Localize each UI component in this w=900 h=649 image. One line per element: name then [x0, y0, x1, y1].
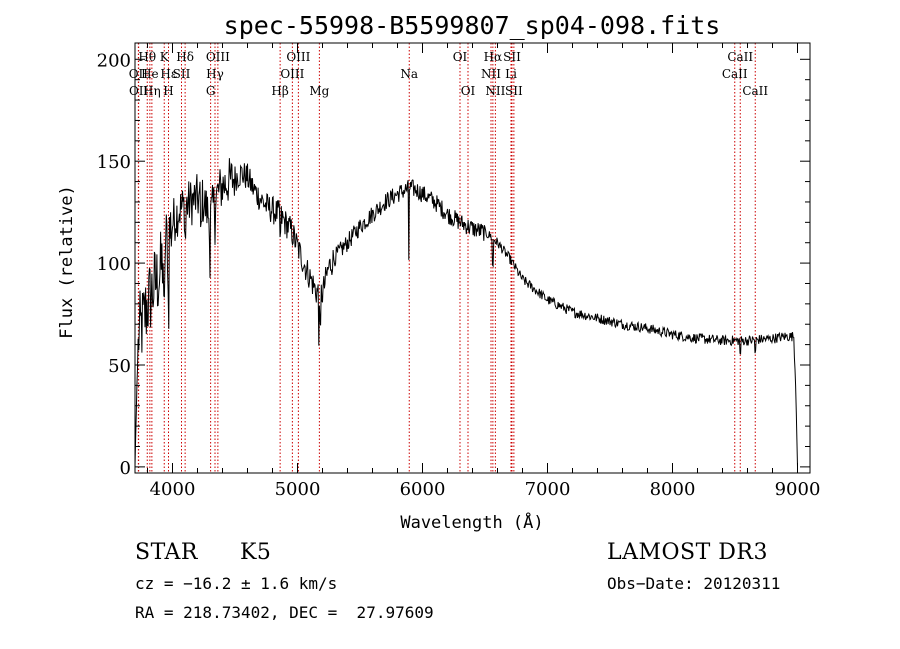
y-tick-label: 100 [97, 254, 131, 275]
spectral-line-label: Hβ [271, 84, 288, 98]
spectral-line-label: Mg [309, 84, 329, 98]
spectral-line-label: Na [400, 67, 418, 81]
y-axis-label: Flux (relative) [57, 185, 77, 339]
spectral-line-label: Hα [484, 50, 503, 64]
object-subclass: K5 [240, 540, 272, 565]
spectral-line-label: OII [129, 67, 149, 81]
x-tick-label: 4000 [150, 479, 196, 500]
spectral-line-label: CaII [727, 50, 753, 64]
y-tick-label: 0 [120, 458, 131, 479]
x-tick-label: 9000 [775, 479, 821, 500]
spectral-line-label: OIII [286, 50, 310, 64]
spectral-line-label: CaII [722, 67, 748, 81]
spectral-line-label: K [160, 50, 170, 64]
spectral-line-label: OI [461, 84, 476, 98]
x-tick-label: 5000 [275, 479, 321, 500]
x-tick-label: 6000 [400, 479, 446, 500]
spectral-line-label: OIII [280, 67, 304, 81]
coordinates: RA = 218.73402, DEC = 27.97609 [135, 603, 434, 622]
survey-name: LAMOST DR3 [607, 540, 768, 565]
spectral-line-label: NII [485, 84, 505, 98]
spectral-line-label: He [141, 67, 159, 81]
spectral-line-label: SII [505, 84, 523, 98]
x-axis-label: Wavelength (Å) [400, 511, 543, 533]
spectral-line-label: OII [129, 84, 149, 98]
spectral-line-label: CaII [742, 84, 768, 98]
spectrum-line [134, 158, 798, 467]
x-axis-ticks: 4000 5000 6000 7000 8000 9000 [147, 43, 821, 500]
y-tick-label: 50 [108, 356, 131, 377]
spectral-line-label: SII [173, 67, 191, 81]
spectral-line-label: Hη [143, 84, 161, 98]
chart-title: spec-55998-B5599807_sp04-098.fits [224, 11, 721, 40]
spectral-line-label: Hε [160, 67, 177, 81]
spectral-line-label: H [163, 84, 173, 98]
object-class: STAR [135, 540, 198, 565]
spectral-line-markers [137, 43, 756, 473]
x-tick-label: 7000 [525, 479, 571, 500]
observation-date: Obs−Date: 20120311 [607, 574, 781, 593]
spectral-line-label: NII [481, 67, 501, 81]
spectral-line-label: Hγ [206, 67, 224, 81]
plot-frame [134, 42, 811, 474]
spectral-line-label: Hδ [176, 50, 194, 64]
redshift-velocity: cz = −16.2 ± 1.6 km/s [135, 574, 338, 593]
y-axis-ticks: 0 50 100 150 200 [97, 50, 810, 479]
spectral-line-label: Li [505, 67, 517, 81]
spectral-line-label: SII [503, 50, 521, 64]
spectral-line-label: Hθ [138, 50, 156, 64]
spectral-line-label: OIII [206, 50, 230, 64]
y-tick-label: 150 [97, 152, 131, 173]
y-tick-label: 200 [97, 50, 131, 71]
spectral-line-label: G [206, 84, 216, 98]
spectral-line-label: OI [453, 50, 468, 64]
x-tick-label: 8000 [650, 479, 696, 500]
